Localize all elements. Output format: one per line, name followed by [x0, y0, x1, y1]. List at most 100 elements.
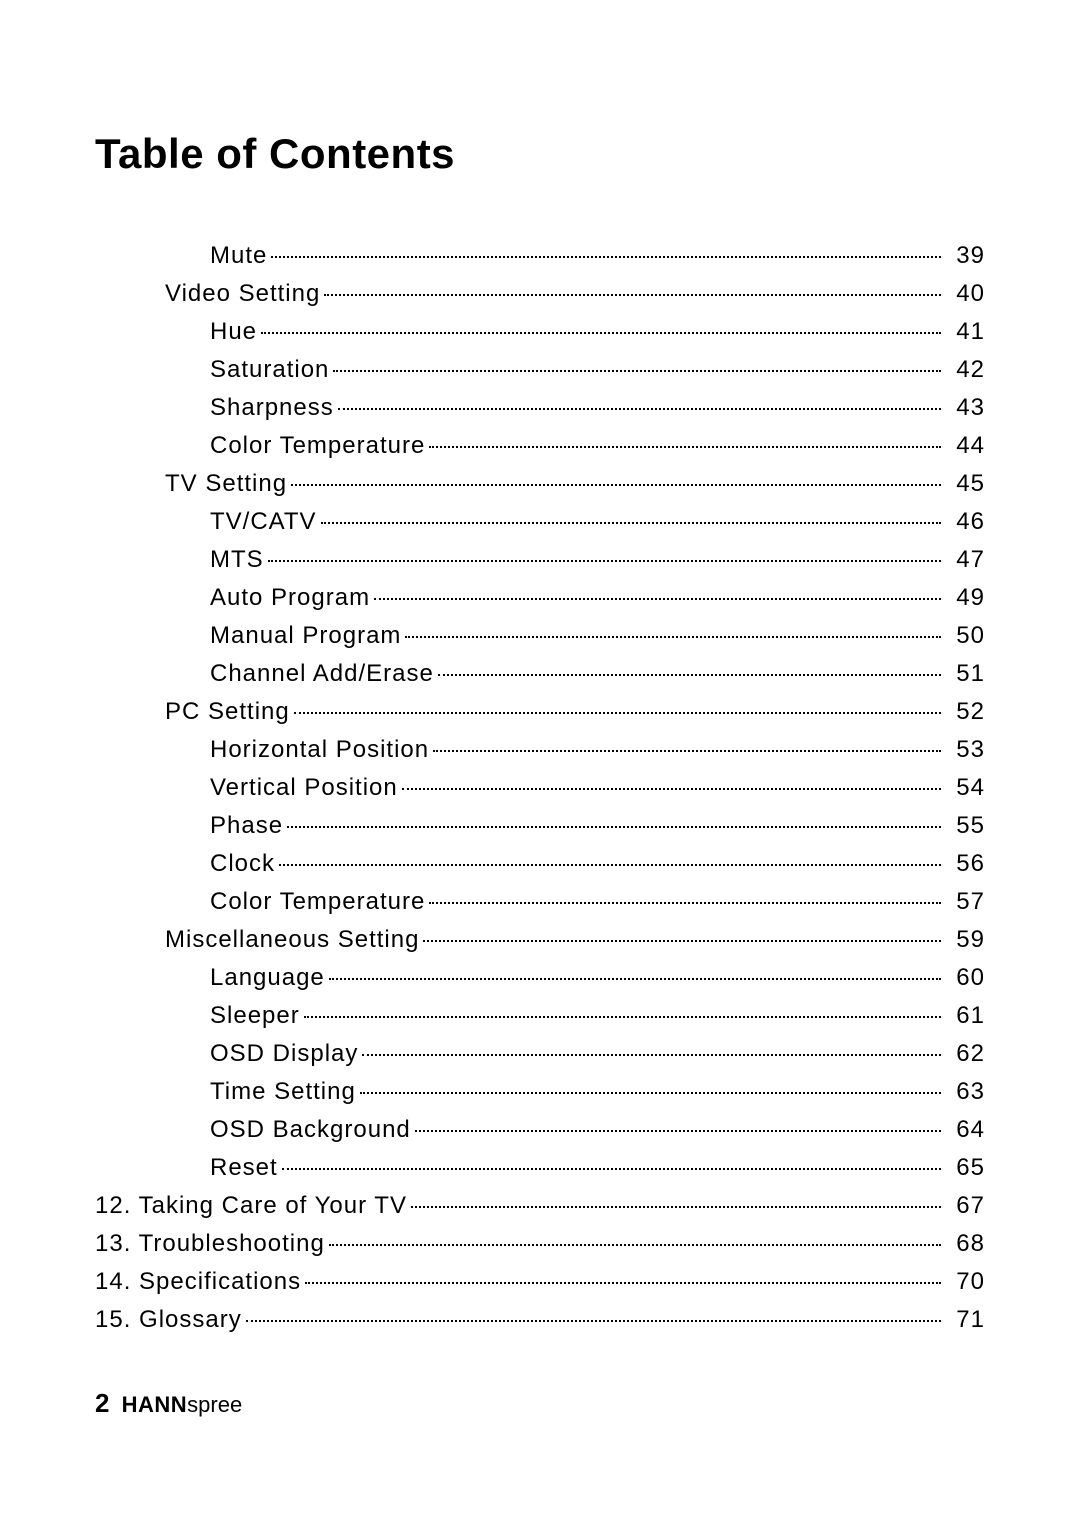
toc-page: 46 [945, 504, 985, 540]
toc-entry: Color Temperature 57 [95, 884, 985, 920]
toc-leader [271, 256, 941, 258]
toc-leader [321, 522, 941, 524]
toc-leader [415, 1130, 941, 1132]
toc-leader [261, 332, 941, 334]
toc-label: Sharpness [210, 390, 334, 426]
toc-leader [294, 712, 941, 714]
toc-leader [329, 978, 941, 980]
toc-label: 15. Glossary [95, 1302, 242, 1338]
toc-page: 71 [945, 1302, 985, 1338]
toc-entry: Auto Program49 [95, 580, 985, 616]
toc-label: Reset [210, 1150, 278, 1186]
toc-page: 47 [945, 542, 985, 578]
toc-entry: TV Setting 45 [95, 466, 985, 502]
toc-leader [291, 484, 941, 486]
toc-entry: Video Setting40 [95, 276, 985, 312]
toc-label: OSD Background [210, 1112, 411, 1148]
toc-page: 63 [945, 1074, 985, 1110]
toc-page: 41 [945, 314, 985, 350]
toc-leader [333, 370, 941, 372]
toc-leader [338, 408, 941, 410]
toc-page: 39 [945, 238, 985, 274]
toc-page: 53 [945, 732, 985, 768]
toc-entry: Sleeper61 [95, 998, 985, 1034]
toc-leader [405, 636, 941, 638]
toc-entry: Clock56 [95, 846, 985, 882]
toc-page: 42 [945, 352, 985, 388]
toc-page: 54 [945, 770, 985, 806]
toc-leader [411, 1206, 941, 1208]
toc-entry: Saturation 42 [95, 352, 985, 388]
toc-entry: OSD Background64 [95, 1112, 985, 1148]
toc-page: 44 [945, 428, 985, 464]
page-title: Table of Contents [95, 130, 985, 178]
toc-page: 40 [945, 276, 985, 312]
toc-label: Color Temperature [210, 884, 425, 920]
toc-label: Saturation [210, 352, 329, 388]
toc-entry: MTS47 [95, 542, 985, 578]
toc-page: 57 [945, 884, 985, 920]
toc-entry: Miscellaneous Setting 59 [95, 922, 985, 958]
toc-leader [362, 1054, 941, 1056]
toc-entry: Time Setting63 [95, 1074, 985, 1110]
toc-leader [374, 598, 941, 600]
toc-leader [402, 788, 941, 790]
toc-entry: Reset 65 [95, 1150, 985, 1186]
toc-leader [429, 446, 941, 448]
toc-leader [305, 1282, 941, 1284]
toc-entry: Channel Add/Erase 51 [95, 656, 985, 692]
toc-entry: Language60 [95, 960, 985, 996]
toc-entry: Phase 55 [95, 808, 985, 844]
toc-entry: 14. Specifications 70 [95, 1264, 985, 1300]
toc-entry: PC Setting 52 [95, 694, 985, 730]
toc-page: 70 [945, 1264, 985, 1300]
toc-label: TV Setting [165, 466, 287, 502]
toc-page: 59 [945, 922, 985, 958]
toc-label: 13. Troubleshooting [95, 1226, 325, 1262]
toc-leader [429, 902, 941, 904]
toc-entry: OSD Display 62 [95, 1036, 985, 1072]
toc-page: 50 [945, 618, 985, 654]
toc-label: 14. Specifications [95, 1264, 301, 1300]
toc-label: Sleeper [210, 998, 300, 1034]
toc-leader [433, 750, 941, 752]
toc-leader [304, 1016, 941, 1018]
toc-label: Channel Add/Erase [210, 656, 434, 692]
toc-leader [423, 940, 941, 942]
table-of-contents: Mute39Video Setting40Hue41Saturation42Sh… [95, 238, 985, 1338]
toc-entry: Vertical Position54 [95, 770, 985, 806]
toc-leader [246, 1320, 941, 1322]
toc-entry: Sharpness43 [95, 390, 985, 426]
toc-page: 52 [945, 694, 985, 730]
brand-bold: HANN [122, 1392, 188, 1417]
toc-leader [282, 1168, 941, 1170]
toc-leader [268, 560, 941, 562]
toc-entry: Horizontal Position 53 [95, 732, 985, 768]
toc-label: Language [210, 960, 325, 996]
toc-label: Horizontal Position [210, 732, 429, 768]
toc-entry: 12. Taking Care of Your TV67 [95, 1188, 985, 1224]
toc-leader [324, 294, 941, 296]
toc-page: 65 [945, 1150, 985, 1186]
page-footer: 2 HANNspree [95, 1388, 242, 1419]
toc-label: Miscellaneous Setting [165, 922, 419, 958]
toc-leader [287, 826, 941, 828]
toc-label: Color Temperature [210, 428, 425, 464]
toc-label: Hue [210, 314, 257, 350]
toc-entry: TV/CATV 46 [95, 504, 985, 540]
toc-page: 62 [945, 1036, 985, 1072]
toc-page: 45 [945, 466, 985, 502]
toc-page: 56 [945, 846, 985, 882]
toc-label: TV/CATV [210, 504, 317, 540]
toc-label: PC Setting [165, 694, 290, 730]
toc-entry: Hue 41 [95, 314, 985, 350]
toc-label: Mute [210, 238, 267, 274]
toc-page: 55 [945, 808, 985, 844]
toc-label: Phase [210, 808, 283, 844]
toc-label: Auto Program [210, 580, 370, 616]
toc-entry: Mute 39 [95, 238, 985, 274]
toc-entry: Manual Program50 [95, 618, 985, 654]
toc-label: OSD Display [210, 1036, 358, 1072]
toc-page: 51 [945, 656, 985, 692]
toc-page: 67 [945, 1188, 985, 1224]
